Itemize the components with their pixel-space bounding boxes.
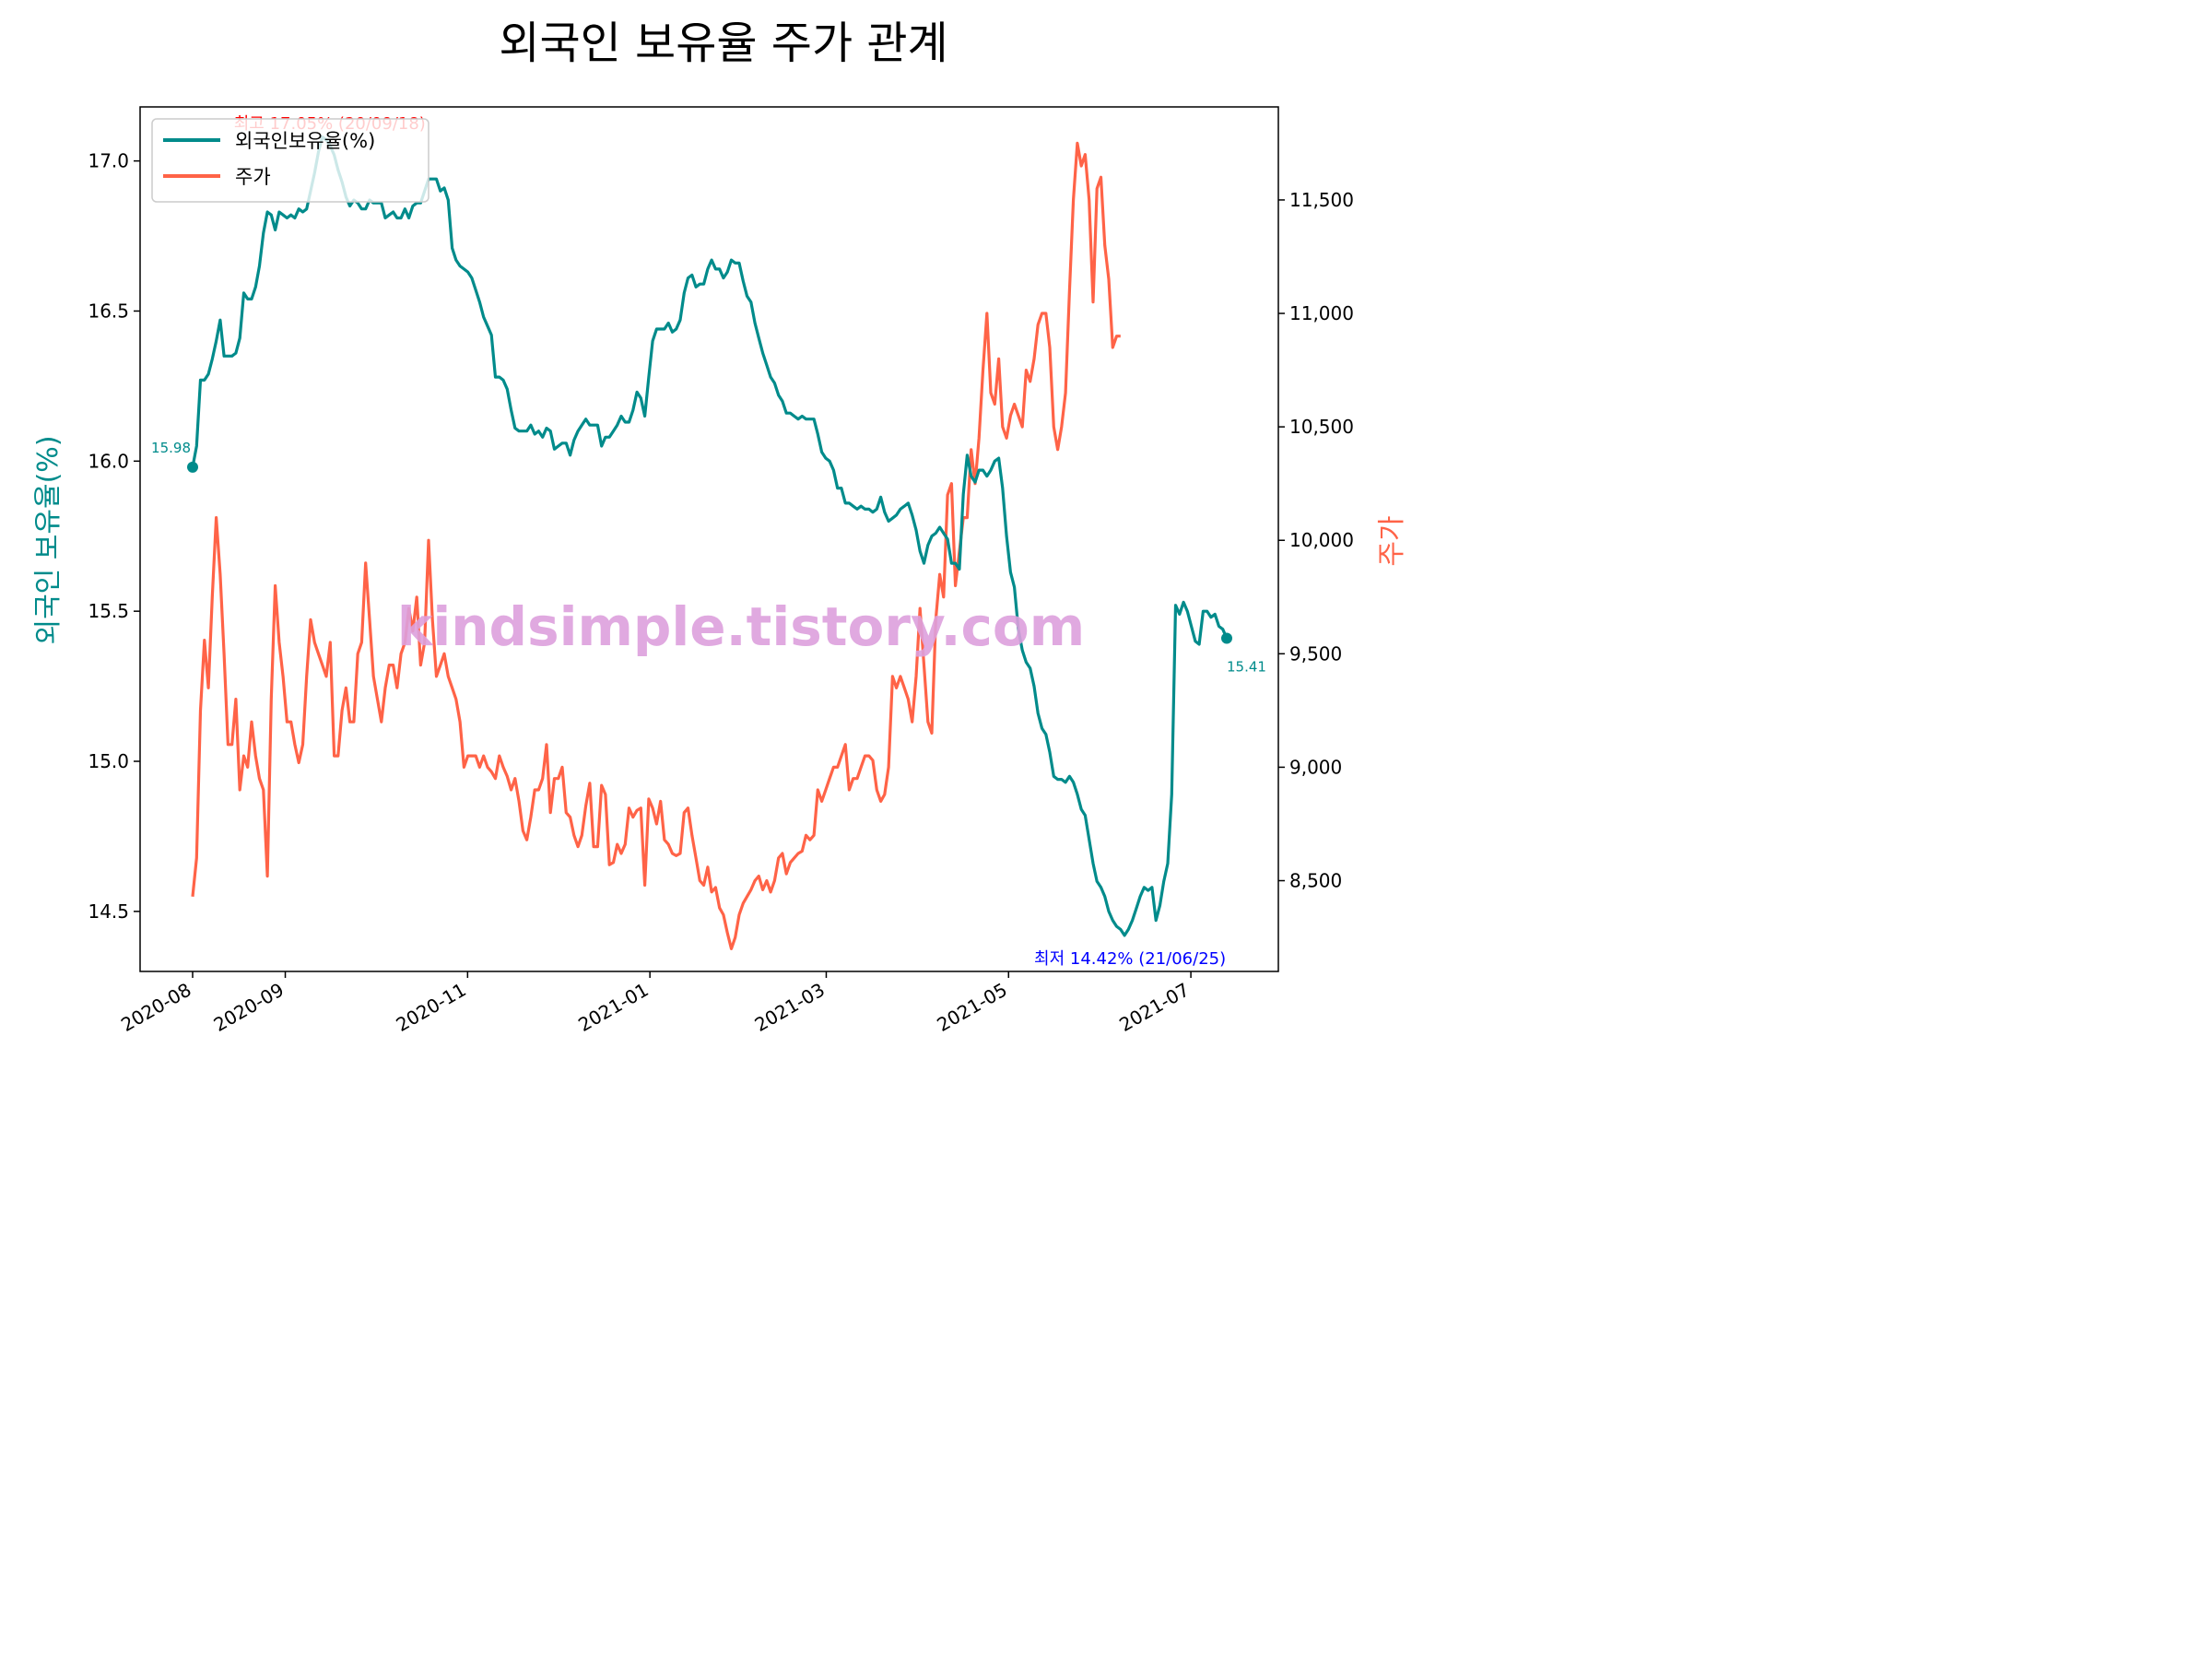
end-point-marker xyxy=(1221,632,1232,644)
right-y-tick-label: 11,000 xyxy=(1289,302,1354,324)
right-y-axis: 8,500 9,000 9,500 10,000 10,500 11,000 11,500 xyxy=(1278,189,1354,892)
legend: 외국인보유율(%) 주가 xyxy=(151,118,429,203)
series-layer xyxy=(187,135,1232,951)
chart: 외국인 보유율 주가 관계 2020-08 2020-09 2020-11 2021-… xyxy=(0,0,1429,1071)
left-y-tick-label: 15.0 xyxy=(88,750,129,772)
min-annotation: 최저 14.42% (21/06/25) xyxy=(1034,949,1226,969)
right-y-axis-label: 주가 xyxy=(1376,515,1408,566)
right-y-tick-label: 11,500 xyxy=(1289,189,1354,211)
right-y-tick-label: 9,000 xyxy=(1289,756,1342,778)
price-line xyxy=(191,141,1121,951)
legend-label-price: 주가 xyxy=(235,166,271,188)
left-y-axis-label: 외국인 보유율(%) xyxy=(32,435,65,644)
start-value-label: 15.98 xyxy=(151,440,191,456)
left-y-tick-label: 16.5 xyxy=(88,300,129,322)
right-y-tick-label: 9,500 xyxy=(1289,642,1342,665)
legend-label-foreign-ratio: 외국인보유율(%) xyxy=(235,130,375,152)
plot-frame xyxy=(139,106,1279,972)
chart-title: 외국인 보유율 주가 관계 xyxy=(499,18,947,69)
end-value-label: 15.41 xyxy=(1227,658,1266,675)
foreign-ratio-line xyxy=(191,135,1229,937)
left-y-axis: 14.5 15.0 15.5 16.0 16.5 17.0 xyxy=(88,150,140,923)
right-y-tick-label: 8,500 xyxy=(1289,870,1342,892)
watermark: kindsimple.tistory.com xyxy=(397,595,1085,658)
left-y-tick-label: 16.0 xyxy=(88,450,129,472)
legend-box xyxy=(151,118,429,203)
right-y-tick-label: 10,500 xyxy=(1289,416,1354,438)
right-y-tick-label: 10,000 xyxy=(1289,529,1354,551)
left-y-tick-label: 14.5 xyxy=(88,900,129,923)
left-y-tick-label: 15.5 xyxy=(88,600,129,622)
chart-svg: 외국인 보유율 주가 관계 2020-08 2020-09 2020-11 2021-… xyxy=(0,0,1429,1071)
start-point-marker xyxy=(187,461,198,473)
left-y-tick-label: 17.0 xyxy=(88,150,129,172)
